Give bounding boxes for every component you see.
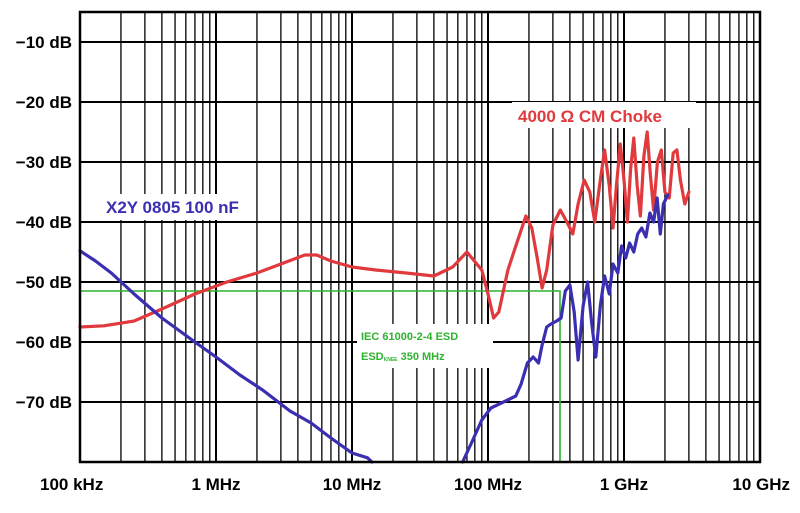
x-tick-label: 10 GHz	[732, 475, 790, 494]
y-tick-label: −30 dB	[16, 153, 72, 172]
grid	[79, 12, 760, 462]
esd-limit: IEC 61000-2-4 ESD ESDKNEE 350 MHz	[80, 290, 561, 462]
y-axis-ticks: −10 dB −20 dB −30 dB −40 dB −50 dB −60 dB −70 …	[16, 33, 72, 412]
series-line	[78, 130, 691, 329]
y-tick-label: −10 dB	[16, 33, 72, 52]
choke-series-label: 4000 Ω CM Choke	[518, 107, 662, 126]
plot-frame	[78, 10, 762, 464]
series-line	[461, 193, 670, 464]
x-tick-label: 1 GHz	[600, 475, 648, 494]
x-tick-label: 100 MHz	[454, 475, 522, 494]
x-axis-ticks: 100 kHz 1 MHz 10 MHz 100 MHz 1 GHz 10 GHz	[40, 475, 790, 494]
y-tick-label: −40 dB	[16, 213, 72, 232]
esd-limit-line	[80, 290, 561, 462]
y-tick-label: −60 dB	[16, 333, 72, 352]
series-lines	[78, 130, 691, 464]
esd-annotation-line2: ESDKNEE 350 MHz	[361, 351, 445, 363]
x-tick-label: 1 MHz	[191, 475, 240, 494]
series-line	[78, 249, 374, 464]
y-tick-label: −50 dB	[16, 273, 72, 292]
esd-annotation-line1: IEC 61000-2-4 ESD	[361, 331, 458, 343]
y-tick-label: −20 dB	[16, 93, 72, 112]
choke-label-box	[512, 102, 696, 128]
x-tick-label: 10 MHz	[323, 475, 382, 494]
x2y-series-label: X2Y 0805 100 nF	[106, 198, 239, 217]
x2y-label-box	[102, 194, 252, 220]
series-labels: 4000 Ω CM Choke X2Y 0805 100 nF	[102, 102, 696, 220]
y-tick-label: −70 dB	[16, 393, 72, 412]
esd-annotation-box	[357, 324, 493, 368]
x-tick-label: 100 kHz	[40, 475, 103, 494]
